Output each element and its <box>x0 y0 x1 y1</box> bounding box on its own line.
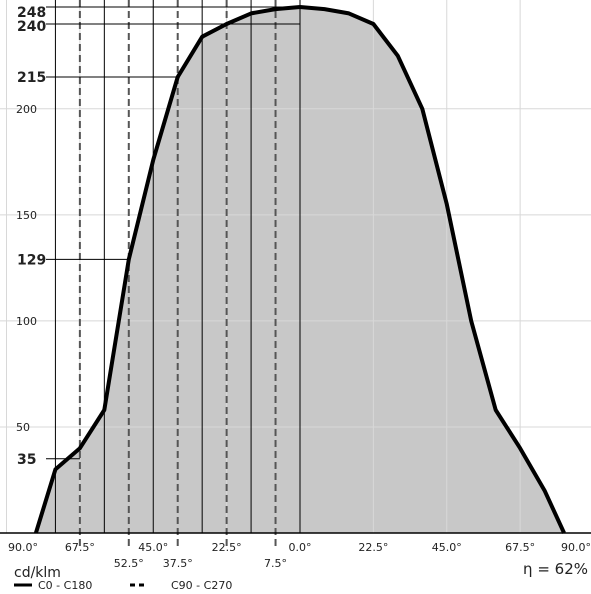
x-tick-label-2: 45.0° <box>138 541 168 554</box>
x-tick-label-5: 22.5° <box>358 541 388 554</box>
y-tick-label-3: 200 <box>16 103 37 116</box>
highlight-label-2: 215 <box>17 70 46 86</box>
x-annot-label-1: 37.5° <box>163 557 193 570</box>
highlight-label-4: 35 <box>17 452 36 468</box>
highlight-label-3: 129 <box>17 252 46 268</box>
x-annot-label-0: 52.5° <box>114 557 144 570</box>
y-tick-label-0: 50 <box>16 421 30 434</box>
series-line-c0-c180 <box>33 5 566 534</box>
highlight-label-1: 240 <box>17 19 46 35</box>
x-tick-label-3: 22.5° <box>212 541 242 554</box>
x-tick-label-1: 67.5° <box>65 541 95 554</box>
y-tick-label-2: 150 <box>16 209 37 222</box>
x-tick-label-4: 0.0° <box>289 541 312 554</box>
plot-area <box>0 0 591 550</box>
unit-label: cd/klm <box>14 565 61 581</box>
legend-label-c0-c180: C0 - C180 <box>38 579 92 592</box>
x-tick-label-7: 67.5° <box>505 541 535 554</box>
legend-label-c90-c270: C90 - C270 <box>171 579 232 592</box>
efficiency-label: η = 62% <box>523 560 588 578</box>
x-annot-label-2: 7.5° <box>264 557 287 570</box>
highlight-label-0: 248 <box>17 5 46 21</box>
x-tick-label-8: 90.0° <box>561 541 591 554</box>
y-tick-label-1: 100 <box>16 315 37 328</box>
x-tick-label-0: 90.0° <box>8 541 38 554</box>
x-tick-label-6: 45.0° <box>432 541 462 554</box>
